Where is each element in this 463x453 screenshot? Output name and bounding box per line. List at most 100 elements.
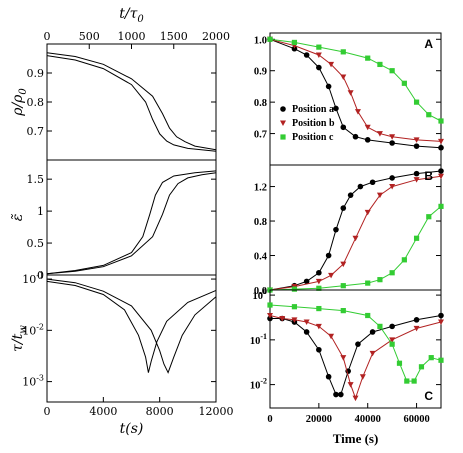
right-chart: 0.70.80.91.0 A0.00.40.81.2B10010-110-2CPo… (250, 32, 444, 446)
marker-circle (303, 52, 310, 58)
top-tick-label: 0 (44, 30, 51, 43)
marker-triangle (303, 319, 310, 326)
series-line (46, 280, 217, 373)
y-tick-label: 0.0 (254, 286, 267, 297)
left-panel-2: 0 0.5 1 1.5 ε̃ (10, 159, 217, 282)
marker-triangle (438, 319, 444, 326)
y-tick-exponent: -3 (36, 374, 44, 383)
marker-circle (333, 391, 339, 398)
marker-square (340, 283, 346, 289)
y-axis-label-subscript: 0 (18, 88, 29, 95)
marker-triangle (340, 355, 347, 361)
y-tick-label: 0.5 (27, 237, 45, 250)
top-tick-label: 500 (79, 30, 100, 43)
marker-square (413, 99, 420, 105)
y-tick-exponent: -2 (36, 322, 44, 331)
marker-square (377, 277, 383, 283)
y-axis-label: ρ/ρ0 (10, 88, 29, 117)
panel-letter: C (424, 389, 433, 403)
marker-circle (316, 64, 322, 71)
marker-square (267, 302, 273, 308)
marker-square (401, 257, 407, 263)
marker-square (377, 61, 383, 68)
series-line (46, 278, 217, 374)
y-tick-label: 0.9 (254, 67, 267, 78)
y-tick-label: 0.8 (254, 217, 267, 228)
marker-square (418, 364, 425, 370)
left-panel-frame (46, 274, 217, 403)
y-axis-label-text: ε̃ (10, 214, 26, 222)
y-tick-text: 1 (37, 205, 44, 218)
y-tick-text: 10 (22, 376, 36, 389)
marker-square (438, 203, 444, 209)
marker-circle (389, 323, 395, 330)
x-tick-label: 40000 (355, 414, 381, 425)
marker-square (340, 49, 346, 55)
marker-triangle (389, 134, 396, 140)
marker-circle (303, 278, 310, 285)
y-tick-text: 1.2 (254, 183, 267, 194)
x-tick-label: 0 (267, 414, 272, 425)
y-tick-text: 0.7 (254, 130, 267, 141)
y-tick-label: 0.7 (254, 130, 267, 141)
marker-triangle (364, 209, 371, 216)
y-tick-label: 1.2 (254, 183, 267, 194)
y-tick-text: 0.8 (254, 217, 267, 228)
marker-circle (438, 312, 444, 319)
marker-square (280, 134, 286, 140)
fit-line (269, 170, 442, 291)
marker-square (438, 357, 444, 363)
marker-circle (280, 106, 286, 112)
y-tick-text: 10 (250, 381, 261, 392)
marker-circle (369, 329, 376, 335)
marker-circle (357, 183, 364, 190)
marker-square (413, 235, 420, 241)
marker-triangle (376, 131, 383, 137)
marker-square (365, 280, 371, 286)
marker-square (377, 323, 383, 329)
marker-circle (338, 391, 344, 398)
marker-circle (352, 133, 359, 140)
marker-square (291, 304, 298, 310)
fit-line (269, 206, 442, 291)
marker-triangle (352, 235, 359, 242)
y-tick-text: 1.5 (27, 173, 45, 186)
x-tick-label: 60000 (403, 414, 429, 425)
y-tick-label: 1.0 (254, 35, 267, 46)
marker-circle (413, 317, 420, 323)
marker-square (389, 341, 395, 347)
right-panel-frame (269, 164, 442, 291)
marker-triangle (315, 323, 322, 330)
marker-circle (369, 179, 376, 186)
series-line (46, 52, 217, 151)
y-tick-label: 1.5 (27, 173, 45, 186)
y-tick-text: 0.9 (254, 67, 267, 78)
marker-triangle (328, 333, 335, 340)
marker-circle (316, 269, 322, 276)
marker-square (267, 36, 273, 42)
x-tick-label: 8000 (146, 405, 174, 418)
legend-entry: Position c (292, 132, 334, 143)
y-tick-text: 0.4 (254, 252, 268, 263)
marker-circle (438, 168, 444, 174)
marker-square (411, 378, 417, 384)
y-axis-label-subscript: w (18, 325, 29, 334)
y-tick-text: 0.5 (27, 237, 45, 250)
marker-triangle (280, 120, 286, 126)
marker-triangle (315, 278, 322, 285)
y-axis-label-text: τ/t (10, 333, 26, 351)
series-line (46, 172, 217, 275)
marker-triangle (376, 192, 383, 199)
marker-circle (438, 144, 444, 151)
y-tick-label: 10-1 (250, 332, 267, 347)
y-tick-exponent: -1 (36, 271, 44, 280)
y-tick-exponent: -1 (260, 332, 267, 341)
top-axis-label-text: t/τ (119, 6, 137, 22)
marker-triangle (359, 374, 366, 380)
marker-circle (325, 83, 332, 90)
y-tick-label: 0.7 (27, 125, 45, 138)
marker-triangle (438, 138, 444, 145)
left-panel-3: 10-110-210-3τ/tw (10, 271, 217, 403)
panel-letter: B (424, 169, 433, 183)
marker-square (365, 55, 371, 61)
